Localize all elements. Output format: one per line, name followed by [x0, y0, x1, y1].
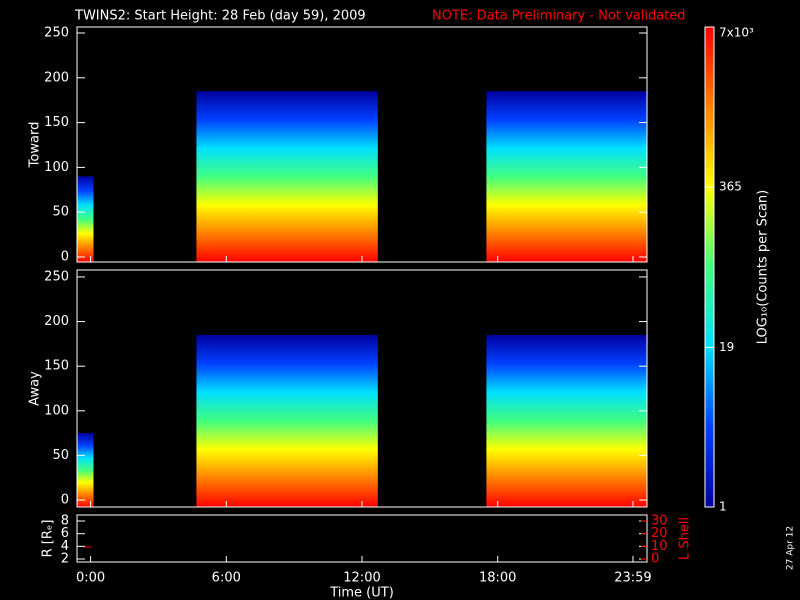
y-tick-label: 4	[61, 539, 69, 554]
x-tick-label: 12:00	[343, 571, 380, 586]
y-tick-label: 50	[52, 448, 69, 463]
spectrogram-block	[77, 433, 94, 507]
y-tick-label: 250	[44, 26, 69, 41]
colorbar-tick-label: 19	[719, 340, 734, 354]
footer-date: 27 Apr 12	[786, 526, 796, 570]
y-tick-label: 8	[61, 514, 69, 529]
y-tick-label: 150	[44, 115, 69, 130]
colorbar-label: LOG₁₀(Counts per Scan)	[756, 190, 771, 345]
y-tick-label: 200	[44, 314, 69, 329]
y2-tick-label: 0	[651, 551, 659, 566]
chart-note: NOTE: Data Preliminary - Not validated	[432, 9, 686, 24]
y-tick-label: 2	[61, 552, 69, 567]
panel-frame	[76, 514, 648, 563]
spectrogram-block	[196, 334, 378, 507]
y-axis-label: Toward	[28, 122, 43, 169]
colorbar	[704, 26, 715, 508]
spectrogram-block	[486, 334, 647, 507]
x-tick-label: 23:59	[614, 571, 651, 586]
y2-tick-label: 10	[651, 539, 668, 554]
x-tick-label: 6:00	[212, 571, 241, 586]
y-tick-label: 250	[44, 269, 69, 284]
colorbar-tick-label: 1	[719, 500, 727, 514]
y2-tick-label: 20	[651, 526, 668, 541]
y2-tick-label: 30	[651, 513, 668, 528]
spectrogram-block	[196, 91, 378, 262]
spectrogram-block	[77, 176, 94, 262]
y-axis-label: Away	[28, 371, 43, 406]
y-tick-label: 150	[44, 359, 69, 374]
chart-title: TWINS2: Start Height: 28 Feb (day 59), 2…	[74, 9, 366, 24]
y-tick-label: 100	[44, 403, 69, 418]
x-axis-label: Time (UT)	[329, 586, 394, 600]
y-tick-label: 100	[44, 160, 69, 175]
y-tick-label: 0	[61, 249, 69, 264]
y-tick-label: 50	[52, 205, 69, 220]
x-tick-label: 0:00	[76, 571, 105, 586]
colorbar-tick-label: 365	[719, 180, 742, 194]
y-tick-label: 0	[61, 493, 69, 508]
y2-axis-label: L Shell	[678, 517, 693, 560]
y-tick-label: 6	[61, 526, 69, 541]
colorbar-tick-label: 7x10³	[719, 26, 754, 40]
x-tick-label: 18:00	[479, 571, 516, 586]
y-axis-label: R [Rₑ]	[41, 520, 56, 558]
y-tick-label: 200	[44, 70, 69, 85]
spectrogram-block	[486, 91, 647, 262]
